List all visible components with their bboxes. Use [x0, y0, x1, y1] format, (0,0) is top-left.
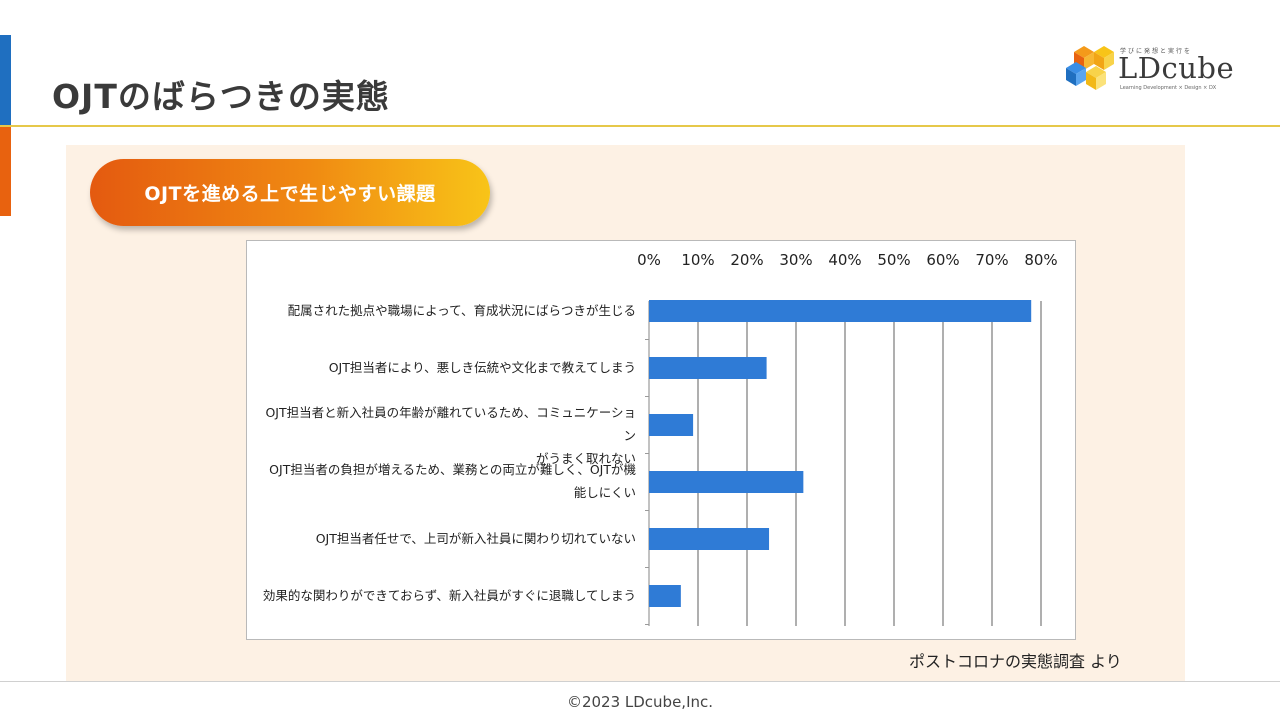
bar: [649, 357, 767, 379]
y-category-label: OJT担当者任せで、上司が新入社員に関わり切れていない: [256, 527, 636, 550]
y-category-label-line: 配属された拠点や職場によって、育成状況にばらつきが生じる: [287, 302, 636, 318]
y-category-label-line: OJT担当者により、悪しき伝統や文化まで教えてしまう: [328, 359, 636, 375]
x-tick-label: 80%: [1024, 251, 1057, 269]
x-tick-label: 20%: [730, 251, 763, 269]
source-note: ポストコロナの実態調査 より: [909, 652, 1122, 671]
section-heading: OJTを進める上で生じやすい課題: [144, 183, 436, 205]
logo-subtitle: Learning Development × Design × DX: [1120, 85, 1217, 91]
y-category-label: OJT担当者により、悪しき伝統や文化まで教えてしまう: [256, 356, 636, 379]
bar: [649, 471, 804, 493]
bar: [649, 585, 681, 607]
x-tick-label: 50%: [877, 251, 910, 269]
y-category-label-line: OJT担当者と新入社員の年齢が離れているため、コミュニケーション: [265, 405, 636, 443]
title-divider: [0, 125, 1280, 127]
y-category-label-line: OJT担当者の負担が増えるため、業務との両立が難しく、OJTが機: [269, 462, 636, 477]
cube-logo-icon: [1066, 46, 1114, 90]
section-heading-pill: OJTを進める上で生じやすい課題: [90, 159, 490, 226]
x-tick-label: 30%: [779, 251, 812, 269]
copyright: ©2023 LDcube,Inc.: [566, 693, 714, 711]
y-category-label: OJT担当者と新入社員の年齢が離れているため、コミュニケーションがうまく取れない: [256, 401, 636, 470]
y-category-label: OJT担当者の負担が増えるため、業務との両立が難しく、OJTが機能しにくい: [256, 458, 636, 504]
x-tick-label: 0%: [637, 251, 661, 269]
footer-divider: [0, 681, 1280, 682]
logo-wordmark: LDcube: [1118, 51, 1235, 85]
x-tick-label: 10%: [681, 251, 714, 269]
y-category-label-line: 効果的な関わりができておらず、新入社員がすぐに退職してしまう: [262, 587, 636, 603]
x-tick-label: 40%: [828, 251, 861, 269]
y-category-label-line: OJT担当者任せで、上司が新入社員に関わり切れていない: [315, 530, 636, 546]
y-category-label-line: 能しにくい: [573, 485, 636, 500]
y-category-label-line: がうまく取れない: [535, 451, 636, 466]
chart-container: 0% 10% 20% 30% 40% 50% 60% 70% 80%: [246, 240, 1076, 640]
bar-chart: 0% 10% 20% 30% 40% 50% 60% 70% 80%: [637, 251, 1058, 626]
accent-bar-blue: [0, 35, 11, 125]
logo-tagline: 学びに発想と実行を: [1120, 48, 1193, 55]
y-category-label: 効果的な関わりができておらず、新入社員がすぐに退職してしまう: [256, 584, 636, 607]
x-tick-label: 60%: [926, 251, 959, 269]
ldcube-logo: 学びに発想と実行を LDcube Learning Development × …: [1064, 42, 1234, 98]
bar: [649, 528, 770, 550]
x-tick-label: 70%: [975, 251, 1008, 269]
page-title: OJTのばらつきの実態: [52, 77, 390, 116]
bar: [649, 300, 1032, 322]
bar: [649, 414, 694, 436]
y-category-label: 配属された拠点や職場によって、育成状況にばらつきが生じる: [256, 299, 636, 322]
accent-bar-orange: [0, 127, 11, 216]
